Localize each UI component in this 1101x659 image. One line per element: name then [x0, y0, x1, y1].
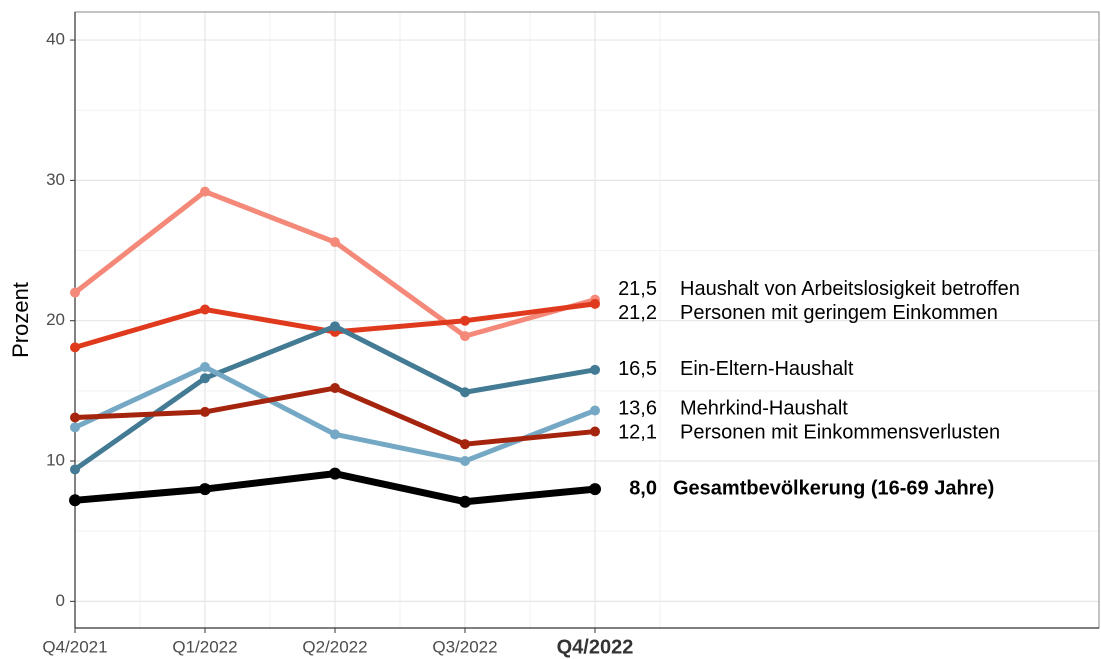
y-axis-title: Prozent: [8, 282, 33, 358]
point: [459, 495, 471, 508]
value-label: 8,0: [629, 477, 657, 499]
point: [590, 298, 600, 309]
point: [329, 467, 341, 480]
point: [460, 315, 470, 326]
point: [330, 321, 340, 332]
value-label: 21,5: [618, 278, 657, 300]
series-label: Gesamtbevölkerung (16-69 Jahre): [673, 477, 994, 499]
point: [460, 439, 470, 450]
point: [200, 186, 210, 197]
x-tick-label: Q1/2022: [172, 637, 237, 656]
point: [200, 373, 210, 384]
point: [590, 364, 600, 375]
point: [200, 304, 210, 315]
point: [460, 331, 470, 342]
value-label: 21,2: [618, 302, 657, 324]
x-tick-label: Q3/2022: [432, 637, 497, 656]
series-label: Personen mit Einkommensverlusten: [680, 421, 1000, 443]
y-tick-label: 20: [46, 310, 65, 329]
point: [70, 464, 80, 475]
point: [200, 406, 210, 417]
x-tick-label: Q4/2021: [42, 637, 107, 656]
series-label: Haushalt von Arbeitslosigkeit betroffen: [680, 278, 1020, 300]
value-label: 16,5: [618, 358, 657, 380]
point: [69, 494, 81, 507]
point: [330, 429, 340, 440]
series-label: Mehrkind-Haushalt: [680, 397, 848, 419]
value-label: 12,1: [618, 421, 657, 443]
series-label: Personen mit geringem Einkommen: [680, 302, 998, 324]
point: [330, 383, 340, 394]
x-tick-label: Q4/2022: [557, 636, 634, 658]
point: [70, 342, 80, 353]
y-tick-label: 30: [46, 170, 65, 189]
point: [589, 483, 601, 496]
point: [199, 483, 211, 496]
value-label: 13,6: [618, 397, 657, 419]
y-tick-label: 10: [46, 451, 65, 470]
y-tick-label: 40: [46, 30, 65, 49]
point: [590, 405, 600, 416]
point: [70, 422, 80, 433]
point: [70, 287, 80, 298]
point: [70, 412, 80, 423]
point: [590, 426, 600, 437]
series-label: Ein-Eltern-Haushalt: [680, 358, 854, 380]
point: [460, 456, 470, 467]
x-tick-label: Q2/2022: [302, 637, 367, 656]
point: [200, 362, 210, 373]
point: [460, 387, 470, 398]
point: [330, 237, 340, 248]
y-tick-label: 0: [56, 591, 65, 610]
